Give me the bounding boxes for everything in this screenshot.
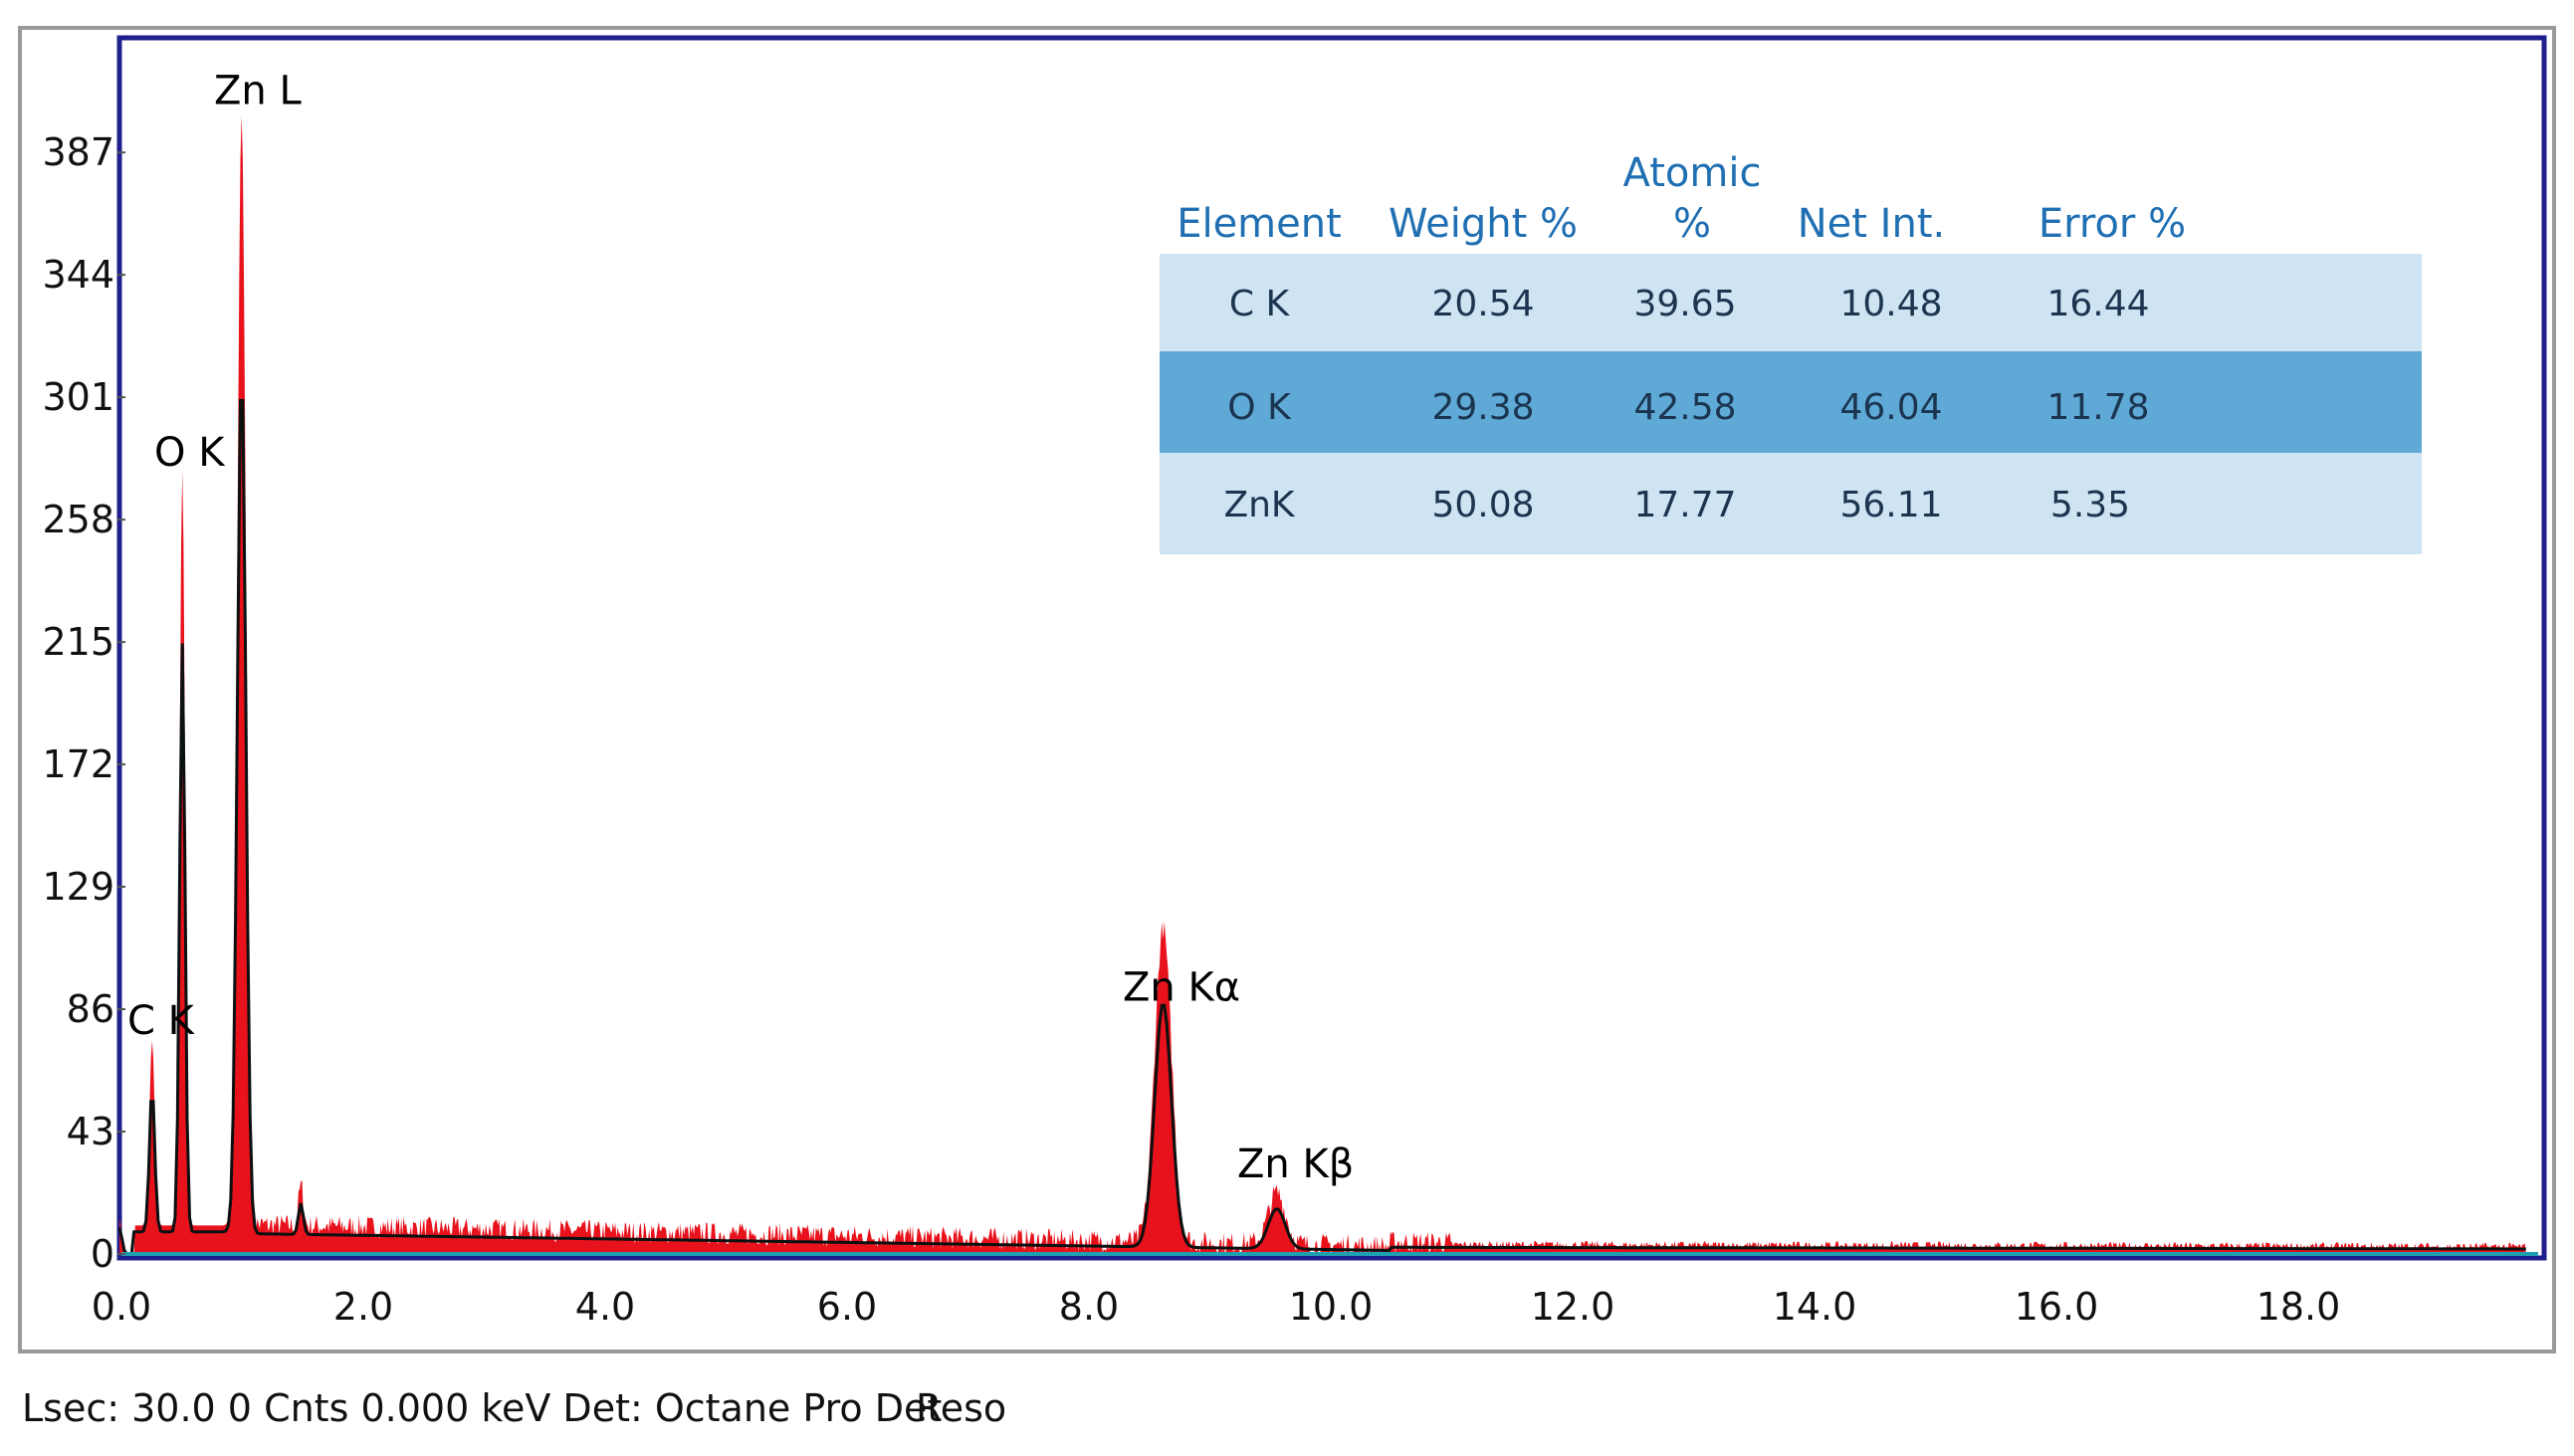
table-cell-weight: 29.38 (1431, 387, 1534, 428)
x-tick-label: 12.0 (1531, 1285, 1615, 1329)
y-axis-ticks: 0 43 86 129 172 215 258 301 344 387 (42, 130, 125, 1276)
table-cell-weight: 50.08 (1431, 485, 1534, 525)
x-tick-label: 10.0 (1289, 1285, 1374, 1329)
plot-area-frame (116, 35, 2547, 1261)
x-tick-label: 4.0 (575, 1285, 635, 1329)
table-cell-net-int: 10.48 (1839, 284, 1942, 324)
table-cell-error: 16.44 (2046, 284, 2149, 324)
table-cell-atomic: 17.77 (1633, 485, 1736, 525)
x-tick-label: 6.0 (817, 1285, 877, 1329)
y-tick-label: 0 (91, 1232, 114, 1276)
y-tick-label: 301 (42, 375, 114, 419)
x-tick-label: 16.0 (2015, 1285, 2099, 1329)
x-tick-label: 14.0 (1773, 1285, 1857, 1329)
table-cell-net-int: 46.04 (1839, 387, 1942, 428)
table-cell-weight: 20.54 (1431, 284, 1534, 324)
y-tick-label: 344 (42, 253, 114, 297)
status-bar-info: Lsec: 30.0 0 Cnts 0.000 keV Det: Octane … (22, 1386, 942, 1430)
y-tick-label: 86 (67, 987, 114, 1031)
table-header-error: Error % (2038, 201, 2186, 247)
spectrum-outline (117, 399, 2526, 1256)
peak-labels: C K O K Zn L Zn Kα Zn Kβ (127, 69, 1354, 1187)
spectrum-layer (117, 115, 2538, 1256)
table-cell-net-int: 56.11 (1839, 485, 1942, 525)
table-header-weight: Weight % (1389, 201, 1578, 247)
results-table: Element Weight % Atomic % Net Int. Error… (1160, 150, 2422, 554)
y-tick-label: 215 (42, 620, 114, 664)
table-cell-element: C K (1229, 284, 1291, 324)
table-row-0-bg (1160, 254, 2422, 351)
x-axis-ticks: 0.0 2.0 4.0 6.0 8.0 10.0 12.0 14.0 16.0 18.0 (92, 1285, 2341, 1329)
table-cell-error: 5.35 (2050, 485, 2130, 525)
y-tick-label: 43 (67, 1110, 114, 1153)
x-tick-label: 2.0 (333, 1285, 393, 1329)
x-tick-label: 8.0 (1059, 1285, 1119, 1329)
table-cell-error: 11.78 (2046, 387, 2149, 428)
y-tick-label: 258 (42, 498, 114, 541)
status-bar-reso: Reso (916, 1386, 1006, 1430)
table-header-atomic: Atomic (1623, 150, 1762, 196)
table-cell-element: O K (1227, 387, 1292, 428)
peak-label: Zn Kα (1123, 964, 1240, 1010)
table-cell-atomic: 42.58 (1633, 387, 1736, 428)
y-tick-label: 129 (42, 865, 114, 909)
y-tick-label: 172 (42, 742, 114, 786)
y-tick-label: 387 (42, 130, 114, 174)
table-row-2-bg (1160, 453, 2422, 554)
peak-label: Zn Kβ (1237, 1142, 1354, 1187)
peak-label: O K (154, 430, 226, 476)
table-header-element: Element (1177, 201, 1342, 247)
peak-label: C K (127, 998, 196, 1044)
peak-label: Zn L (214, 69, 302, 114)
table-header-atomic-pct: % (1673, 201, 1711, 247)
table-cell-atomic: 39.65 (1633, 284, 1736, 324)
table-row-1-bg (1160, 351, 2422, 453)
x-tick-label: 0.0 (92, 1285, 151, 1329)
table-header-net-int: Net Int. (1798, 201, 1945, 247)
x-tick-label: 18.0 (2256, 1285, 2341, 1329)
table-cell-element: ZnK (1223, 485, 1295, 525)
